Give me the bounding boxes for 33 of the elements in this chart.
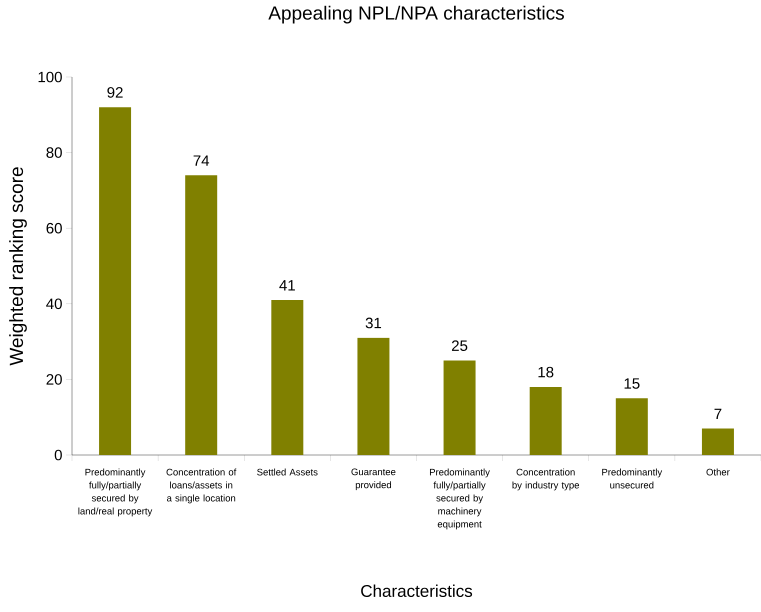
- bar: [702, 428, 734, 455]
- y-tick-label: 0: [54, 450, 62, 460]
- y-tick-label: 20: [46, 374, 62, 385]
- data-label: 41: [279, 280, 295, 290]
- x-tick-label: Other: [706, 468, 730, 476]
- x-tick-label: Predominantly unsecured: [602, 468, 662, 488]
- x-tick-label: Concentration of loans/assets in a single location: [166, 468, 236, 504]
- bar: [271, 300, 304, 455]
- y-axis-title: Weighted ranking score: [9, 167, 27, 366]
- data-label: 18: [538, 366, 554, 378]
- y-tick-label: 60: [46, 222, 62, 234]
- bar: [530, 386, 562, 455]
- x-axis-title: Characteristics: [361, 584, 472, 598]
- bar: [444, 360, 476, 455]
- x-tick-label: Concentration by industry type: [512, 468, 580, 490]
- y-tick-label: 80: [46, 147, 62, 158]
- data-label: 92: [107, 87, 123, 98]
- y-tick-label: 100: [38, 72, 62, 82]
- x-tick-label: Guarantee provided: [351, 468, 396, 490]
- y-tick-label: 40: [46, 298, 62, 310]
- x-tick-label: Predominantly fully/partially secured by machinery equipment: [430, 468, 490, 530]
- data-label: 74: [194, 155, 210, 166]
- data-label: 25: [452, 340, 468, 351]
- chart-title: Appealing NPL/NPA characteristics: [268, 6, 564, 24]
- bar: [357, 338, 390, 455]
- bar: [616, 398, 648, 455]
- x-tick-label: Predominantly fully/partially secured by land/real property: [78, 468, 152, 516]
- data-label: 7: [714, 408, 722, 420]
- bar: [185, 175, 218, 455]
- data-label: 15: [624, 378, 640, 389]
- data-label: 31: [366, 318, 382, 328]
- x-tick-label: Settled Assets: [257, 468, 318, 476]
- bar: [99, 107, 132, 455]
